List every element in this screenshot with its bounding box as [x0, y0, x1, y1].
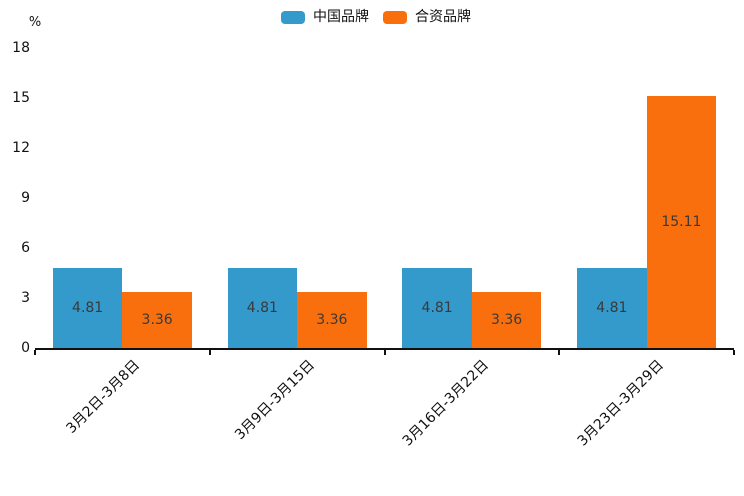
x-axis-category-label: 3月23日-3月29日: [574, 357, 668, 450]
y-axis-unit-label: %: [28, 15, 42, 30]
y-axis-tick-label: 12: [12, 140, 30, 156]
bar-china-brand: [402, 267, 472, 348]
bar-value-label: 15.11: [661, 214, 702, 231]
x-axis-category-label: 3月9日-3月15日: [231, 357, 318, 444]
bar-china-brand: [227, 267, 298, 348]
legend-swatch-china-brand-icon: [281, 10, 305, 24]
y-axis-tick-label: 9: [21, 190, 30, 206]
x-axis-tick-mark: [733, 350, 735, 355]
bar-value-label: 4.81: [72, 299, 104, 316]
x-axis-category-label: 3月2日-3月8日: [63, 357, 143, 437]
x-axis-tick-mark: [34, 350, 36, 355]
x-axis-tick-mark: [208, 350, 211, 355]
y-axis-tick-label: 6: [21, 240, 30, 256]
bar-joint-venture-brand: [122, 292, 192, 348]
bar-value-label: 3.36: [141, 312, 173, 328]
bar-joint-venture-brand: [471, 292, 542, 348]
y-axis-tick-label: 3: [21, 290, 30, 306]
bar-value-label: 4.81: [421, 299, 453, 316]
bar-joint-venture-brand: [297, 292, 367, 348]
x-axis-tick-mark: [383, 350, 386, 355]
x-axis-tick-mark: [558, 350, 561, 355]
bar-value-label: 4.81: [596, 299, 628, 316]
legend-label-joint-venture-brand: 合资品牌: [415, 9, 471, 25]
x-axis-line: [35, 348, 734, 350]
bar-value-label: 4.81: [246, 299, 278, 316]
bar-value-label: 3.36: [316, 312, 348, 328]
legend-item-joint-venture-brand: 合资品牌: [383, 9, 471, 25]
legend-label-china-brand: 中国品牌: [313, 9, 369, 25]
y-axis-tick-label: 15: [12, 90, 30, 106]
bar-joint-venture-brand: [646, 96, 717, 348]
x-axis-category-label: 3月16日-3月22日: [400, 357, 493, 450]
bar-china-brand: [577, 267, 647, 348]
y-axis-tick-label: 18: [12, 40, 30, 56]
legend-swatch-joint-venture-brand-icon: [383, 10, 407, 24]
y-axis-tick-label: 0: [21, 340, 30, 356]
legend-item-china-brand: 中国品牌: [281, 9, 369, 25]
bar-value-label: 3.36: [491, 312, 523, 328]
bar-china-brand: [52, 267, 123, 348]
legend: 中国品牌 合资品牌: [281, 9, 471, 25]
